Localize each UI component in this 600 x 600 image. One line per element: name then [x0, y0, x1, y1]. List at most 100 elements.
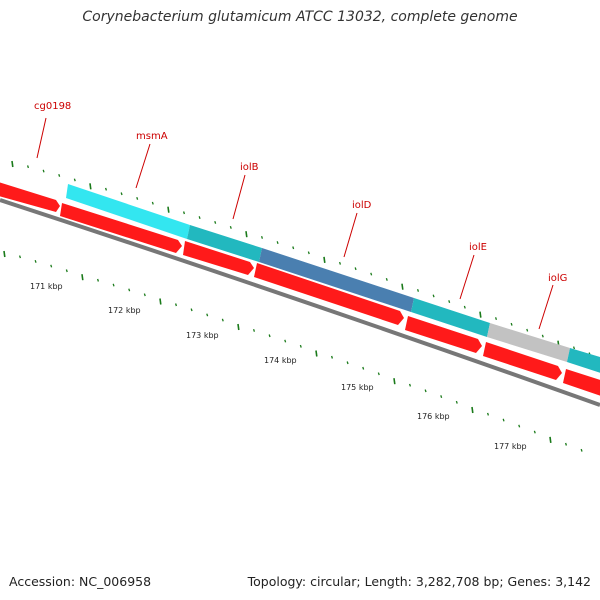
minor-tick-mark: [214, 221, 217, 224]
gene-label-line: [135, 143, 151, 189]
cds-arrow[interactable]: [0, 181, 60, 212]
minor-tick-mark: [58, 174, 61, 177]
minor-tick-mark: [432, 294, 435, 298]
minor-tick-mark: [276, 241, 279, 244]
map-title: Corynebacterium glutamicum ATCC 13032, c…: [82, 9, 518, 25]
minor-tick-mark: [385, 278, 388, 281]
minor-tick-mark: [104, 187, 108, 191]
major-tick-mark: [471, 406, 474, 414]
major-tick-mark: [323, 256, 326, 264]
feature-iolB[interactable]: [187, 225, 262, 262]
minor-tick-mark: [198, 216, 201, 219]
genome-summary-text: Topology: circular; Length: 3,282,708 bp…: [247, 574, 591, 589]
gene-label-line: [343, 212, 358, 258]
scale-label-176: 176 kbp: [417, 412, 450, 421]
feature-msmA[interactable]: [66, 184, 190, 239]
minor-tick-mark: [128, 288, 131, 292]
minor-tick-mark: [486, 412, 490, 416]
minor-tick-mark: [510, 322, 513, 326]
genome-backbone: [0, 198, 600, 407]
minor-tick-mark: [136, 197, 139, 200]
scale-labels: 171 kbp 172 kbp 173 kbp 174 kbp 175 kbp …: [30, 282, 527, 451]
cds-arrow[interactable]: [254, 263, 404, 325]
gene-label-line: [459, 254, 475, 300]
minor-tick-mark: [455, 400, 458, 404]
minor-tick-mark: [284, 339, 287, 343]
minor-tick-mark: [526, 328, 529, 332]
minor-tick-mark: [73, 178, 76, 182]
minor-tick-mark: [518, 424, 521, 428]
minor-tick-mark: [112, 283, 115, 287]
minor-tick-mark: [34, 260, 37, 263]
minor-tick-mark: [65, 269, 68, 273]
cds-arrow[interactable]: [60, 203, 182, 253]
minor-tick-mark: [362, 366, 365, 370]
minor-tick-mark: [120, 192, 123, 196]
cds-arrow[interactable]: [183, 241, 254, 275]
outer-tick-row: [11, 160, 591, 356]
minor-tick-mark: [370, 272, 373, 276]
major-tick-mark: [315, 350, 318, 357]
gene-label-cg0198[interactable]: cg0198: [34, 101, 71, 112]
major-tick-mark: [3, 250, 6, 258]
minor-tick-mark: [206, 313, 209, 317]
cds-arrow[interactable]: [483, 342, 562, 380]
minor-tick-mark: [440, 395, 443, 398]
major-tick-mark: [11, 160, 14, 168]
feature-iolD[interactable]: [259, 248, 414, 312]
minor-tick-mark: [299, 344, 302, 348]
minor-tick-mark: [151, 201, 154, 205]
minor-tick-mark: [268, 334, 271, 338]
minor-tick-mark: [18, 255, 22, 259]
feature-track-top: [0, 181, 600, 375]
feature-iolG[interactable]: [487, 323, 570, 362]
minor-tick-mark: [229, 226, 232, 229]
minor-tick-mark: [564, 442, 568, 446]
minor-tick-mark: [463, 305, 466, 309]
inner-tick-row: [3, 250, 583, 452]
feature-next[interactable]: [567, 348, 600, 375]
minor-tick-mark: [572, 346, 576, 350]
minor-tick-mark: [143, 293, 146, 297]
minor-tick-mark: [354, 267, 357, 271]
major-tick-mark: [393, 378, 396, 385]
minor-tick-mark: [494, 317, 498, 320]
minor-tick-mark: [448, 300, 451, 303]
minor-tick-mark: [533, 430, 536, 434]
cds-arrow[interactable]: [563, 369, 600, 398]
gene-labels: cg0198 msmA iolB iolD iolE iolG: [34, 101, 567, 330]
feature-iolE[interactable]: [411, 298, 490, 337]
major-tick-mark: [237, 323, 240, 331]
major-tick-mark: [401, 283, 404, 290]
minor-tick-mark: [26, 165, 30, 169]
gene-label-msmA[interactable]: msmA: [136, 131, 168, 142]
gene-label-iolB[interactable]: iolB: [240, 162, 259, 173]
gene-label-iolG[interactable]: iolG: [548, 273, 567, 284]
minor-tick-mark: [580, 448, 583, 452]
major-tick-mark: [89, 183, 92, 190]
gene-label-line: [36, 117, 47, 159]
minor-tick-mark: [424, 389, 427, 393]
minor-tick-mark: [190, 308, 193, 312]
accession-text: Accession: NC_006958: [9, 574, 152, 589]
minor-tick-mark: [330, 355, 334, 359]
minor-tick-mark: [416, 289, 420, 292]
minor-tick-mark: [182, 211, 186, 215]
minor-tick-mark: [96, 278, 100, 282]
gene-label-line: [538, 284, 554, 330]
minor-tick-mark: [346, 361, 349, 365]
minor-tick-mark: [260, 236, 264, 239]
cds-arrow[interactable]: [405, 316, 482, 353]
minor-tick-mark: [307, 251, 310, 255]
gene-label-iolE[interactable]: iolE: [469, 242, 487, 253]
scale-label-177: 177 kbp: [494, 442, 527, 451]
scale-label-172: 172 kbp: [108, 306, 141, 315]
major-tick-mark: [549, 436, 552, 444]
gene-label-iolD[interactable]: iolD: [352, 200, 372, 211]
minor-tick-mark: [252, 329, 256, 332]
major-tick-mark: [167, 206, 170, 213]
minor-tick-mark: [408, 383, 412, 387]
minor-tick-mark: [221, 318, 224, 322]
